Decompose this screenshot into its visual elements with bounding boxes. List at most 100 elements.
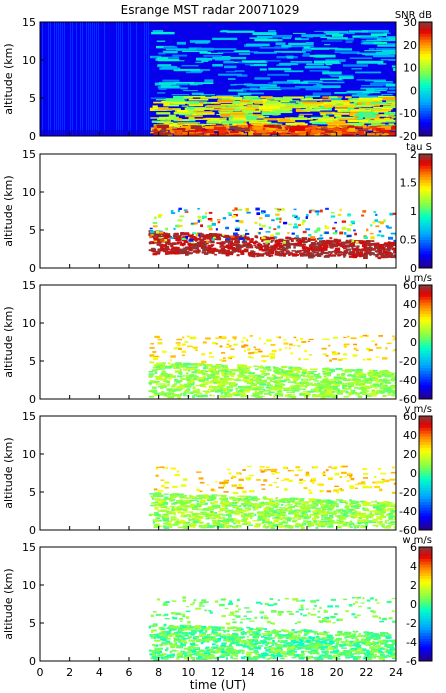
wind-cell: [287, 371, 294, 373]
wind-cell: [166, 520, 173, 523]
wind-cell: [324, 500, 331, 503]
wind-cell: [184, 501, 191, 504]
tau-cell: [355, 247, 359, 250]
snr-streak: [233, 127, 242, 131]
wind-cell: [387, 508, 394, 511]
snr-streak: [218, 129, 227, 133]
wind-cell: [157, 385, 162, 388]
wind-cell: [175, 365, 180, 368]
wind-cell: [321, 390, 326, 393]
tau-cell: [359, 242, 365, 245]
wind-cell: [321, 338, 327, 340]
wind-cell: [289, 469, 295, 472]
snr-texture: [80, 22, 81, 136]
snr-streak: [168, 114, 176, 118]
snr-streak: [159, 68, 179, 70]
wind-cell: [220, 500, 224, 502]
wind-cell: [154, 363, 158, 366]
snr-streak: [193, 101, 207, 103]
snr-streak: [196, 134, 203, 136]
wind-cell: [272, 366, 276, 369]
wind-cell: [224, 393, 228, 397]
snr-streak: [176, 41, 187, 45]
colorbar-segment: [419, 262, 432, 266]
snr-streak: [369, 126, 378, 128]
snr-streak: [373, 81, 393, 83]
wind-cell: [305, 383, 311, 386]
wind-cell: [297, 509, 305, 511]
wind-cell: [244, 508, 248, 510]
wind-cell: [304, 501, 311, 503]
wind-cell: [328, 344, 331, 347]
wind-cell: [331, 521, 334, 524]
tau-cell: [172, 237, 177, 239]
snr-streak: [246, 129, 250, 132]
snr-streak: [312, 92, 332, 96]
wind-cell: [378, 513, 384, 515]
snr-streak: [210, 102, 221, 104]
wind-cell: [156, 376, 161, 379]
tau-cell: [329, 241, 336, 243]
snr-streak: [210, 48, 237, 51]
snr-streak: [303, 108, 318, 111]
wind-cell: [325, 469, 329, 472]
snr-streak: [152, 129, 157, 131]
wind-cell: [378, 371, 383, 374]
tau-cell: [283, 254, 286, 257]
wind-cell: [349, 512, 356, 514]
tau-cell: [174, 232, 179, 236]
wind-cell: [377, 374, 383, 377]
snr-streak: [212, 64, 223, 67]
tau-cell: [238, 244, 242, 248]
tau-cell: [283, 244, 288, 247]
snr-streak: [200, 102, 207, 105]
wind-cell: [322, 474, 326, 477]
tau-cell: [221, 241, 226, 245]
wind-cell: [284, 504, 287, 507]
wind-cell: [348, 509, 353, 513]
wind-cell: [216, 504, 221, 508]
tau-cell: [273, 228, 277, 231]
tau-cell: [330, 215, 336, 218]
wind-cell: [378, 517, 383, 520]
snr-streak: [182, 125, 194, 130]
tau-cell: [210, 241, 215, 244]
tau-cell: [197, 234, 200, 237]
snr-streak: [176, 48, 198, 51]
wind-cell: [322, 353, 327, 356]
wind-cell: [276, 515, 281, 518]
wind-cell: [256, 478, 261, 481]
snr-streak: [275, 42, 286, 46]
wind-cell: [275, 392, 281, 396]
wind-cell: [277, 510, 282, 513]
wind-cell: [221, 384, 225, 387]
snr-streak: [319, 78, 342, 81]
snr-texture: [42, 22, 43, 136]
snr-streak: [325, 32, 344, 35]
wind-cell: [275, 389, 278, 392]
tau-cell: [389, 212, 394, 216]
wind-cell: [208, 508, 214, 511]
colorbar-segment: [419, 79, 432, 83]
wind-cell: [237, 510, 241, 514]
snr-streak: [169, 109, 178, 111]
wind-cell: [234, 519, 240, 522]
wind-cell: [321, 516, 324, 519]
wind-cell: [184, 385, 192, 388]
tau-cell: [370, 224, 373, 227]
wind-cell: [264, 390, 271, 392]
wind-cell: [186, 335, 190, 338]
snr-streak: [263, 118, 284, 121]
snr-streak: [281, 51, 306, 53]
tau-cell: [366, 249, 369, 252]
tau-cell: [254, 240, 257, 244]
tau-cell: [169, 251, 175, 253]
wind-cell: [293, 389, 300, 392]
wind-cell: [186, 497, 193, 499]
snr-streak: [280, 133, 292, 136]
wind-cell: [229, 525, 233, 528]
wind-cell: [311, 394, 318, 398]
wind-cell: [148, 390, 155, 393]
wind-cell: [379, 387, 385, 390]
wind-cell: [245, 477, 252, 480]
